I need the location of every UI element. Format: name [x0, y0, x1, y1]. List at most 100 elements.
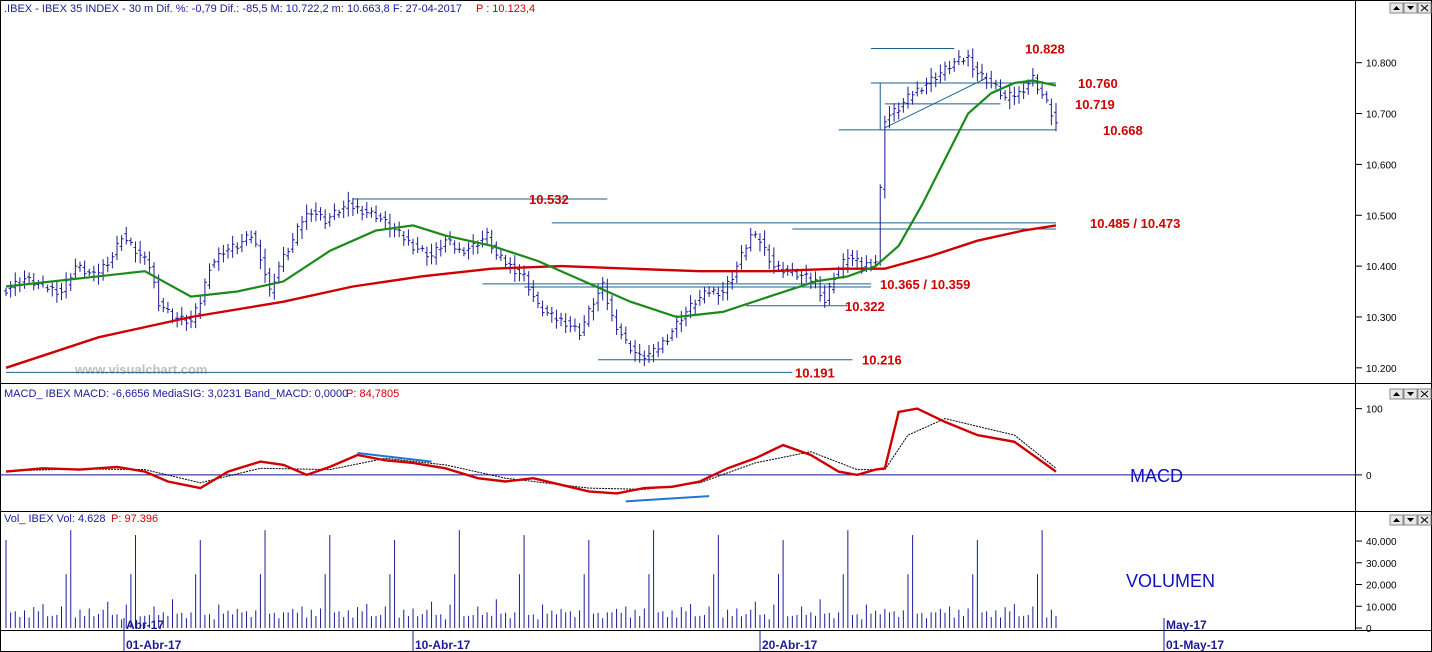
price-panel: 10.828 10.760 10.719 10.668 10.532 10.485 / 1…	[4, 41, 1180, 380]
volume-panel	[5, 530, 1057, 628]
vol-panel-controls[interactable]	[1389, 514, 1432, 526]
price-bar	[179, 307, 184, 326]
price-bar	[82, 260, 87, 278]
volume-panel-label: VOLUMEN	[1126, 571, 1215, 591]
macd-divergence-line	[357, 452, 432, 463]
price-bar	[605, 278, 610, 311]
price-bar	[656, 341, 661, 358]
price-tick-label: 10.200	[1366, 364, 1397, 375]
price-bar	[720, 281, 725, 301]
price-bar	[387, 213, 392, 238]
month-tick-label: May-17	[1166, 618, 1207, 632]
price-bar	[503, 255, 508, 268]
price-bar	[448, 231, 453, 246]
price-bar	[919, 87, 924, 95]
price-bar	[350, 197, 355, 217]
price-bar	[91, 265, 96, 282]
price-bar	[586, 305, 591, 327]
price-bar	[54, 280, 59, 303]
price-tick-label: 10.800	[1366, 59, 1397, 70]
price-bar	[609, 295, 614, 322]
volume-bars	[5, 530, 1057, 628]
price-bar	[693, 299, 698, 315]
price-bar	[138, 241, 143, 264]
price-bar	[688, 295, 693, 319]
price-bar	[711, 286, 716, 295]
price-bar	[258, 239, 263, 270]
price-bar	[207, 263, 212, 289]
axes: 10.800 10.700 10.600 10.500 10.400 10.300 10.2…	[123, 59, 1397, 652]
price-bar	[406, 229, 411, 246]
price-bar	[1016, 86, 1021, 104]
price-bar	[457, 242, 462, 254]
price-tick-label: 10.500	[1366, 211, 1397, 222]
price-bar	[87, 268, 92, 276]
price-bar	[31, 273, 36, 291]
level-label-10365: 10.365 / 10.359	[880, 277, 970, 292]
price-bar	[27, 272, 32, 284]
price-bar	[443, 235, 448, 253]
price-bar	[304, 204, 309, 230]
price-bar	[744, 244, 749, 261]
price-bar	[646, 345, 651, 363]
price-bar	[628, 340, 633, 354]
price-bar	[905, 86, 910, 109]
price-bar	[239, 233, 244, 253]
price-bar	[267, 267, 272, 297]
macd-divergence-line	[625, 495, 710, 503]
price-bar	[804, 264, 809, 283]
price-bar	[572, 318, 577, 332]
level-label-10322: 10.322	[845, 299, 885, 314]
price-bar	[670, 328, 675, 341]
price-bar	[1030, 67, 1035, 87]
price-bar	[494, 241, 499, 260]
price-bar	[253, 230, 258, 248]
price-bar	[841, 253, 846, 279]
level-label-10668: 10.668	[1103, 123, 1143, 138]
price-bar	[216, 247, 221, 271]
level-label-10719: 10.719	[1075, 97, 1115, 112]
price-bar	[286, 247, 291, 261]
price-bar	[221, 244, 226, 263]
price-bar	[1003, 90, 1008, 101]
price-bar	[822, 285, 827, 308]
price-bar	[762, 230, 767, 256]
price-bar	[831, 272, 836, 294]
price-bar	[318, 207, 323, 221]
price-bar	[984, 72, 989, 89]
price-bar	[360, 205, 365, 221]
price-bar	[582, 315, 587, 337]
price-bar	[346, 191, 351, 217]
volume-tick-label: 10.000	[1366, 602, 1397, 613]
price-bar	[850, 249, 855, 267]
price-bar	[341, 200, 346, 219]
price-bar	[489, 229, 494, 254]
price-bar	[901, 97, 906, 113]
price-bar	[424, 246, 429, 266]
price-bar	[226, 243, 231, 259]
price-bar	[892, 103, 897, 122]
price-bar	[471, 234, 476, 255]
price-bar	[119, 235, 124, 251]
price-tick-label: 10.400	[1366, 262, 1397, 273]
price-bar	[124, 226, 129, 245]
price-bar	[540, 300, 545, 317]
price-bar	[799, 269, 804, 285]
price-bar	[383, 211, 388, 229]
price-bar	[1040, 81, 1045, 99]
price-bar	[115, 235, 120, 261]
price-panel-controls[interactable]	[1389, 2, 1432, 14]
price-bar	[924, 77, 929, 95]
price-bar	[508, 257, 513, 274]
macd-panel-controls[interactable]	[1389, 388, 1432, 400]
sma-fast-line	[5, 79, 1057, 319]
price-bar	[915, 81, 920, 97]
price-bar	[142, 251, 147, 265]
price-bar	[300, 215, 305, 240]
price-bar	[855, 250, 860, 268]
price-bar	[1035, 74, 1040, 95]
price-bar	[374, 205, 379, 223]
price-bar	[156, 274, 161, 312]
price-bar	[327, 213, 332, 227]
price-bar	[642, 350, 647, 367]
